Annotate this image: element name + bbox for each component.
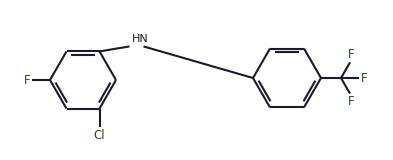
Text: HN: HN xyxy=(132,34,148,44)
Text: F: F xyxy=(23,73,30,87)
Text: Cl: Cl xyxy=(94,129,105,142)
Text: F: F xyxy=(348,95,354,108)
Text: F: F xyxy=(361,72,367,84)
Text: F: F xyxy=(348,48,354,61)
